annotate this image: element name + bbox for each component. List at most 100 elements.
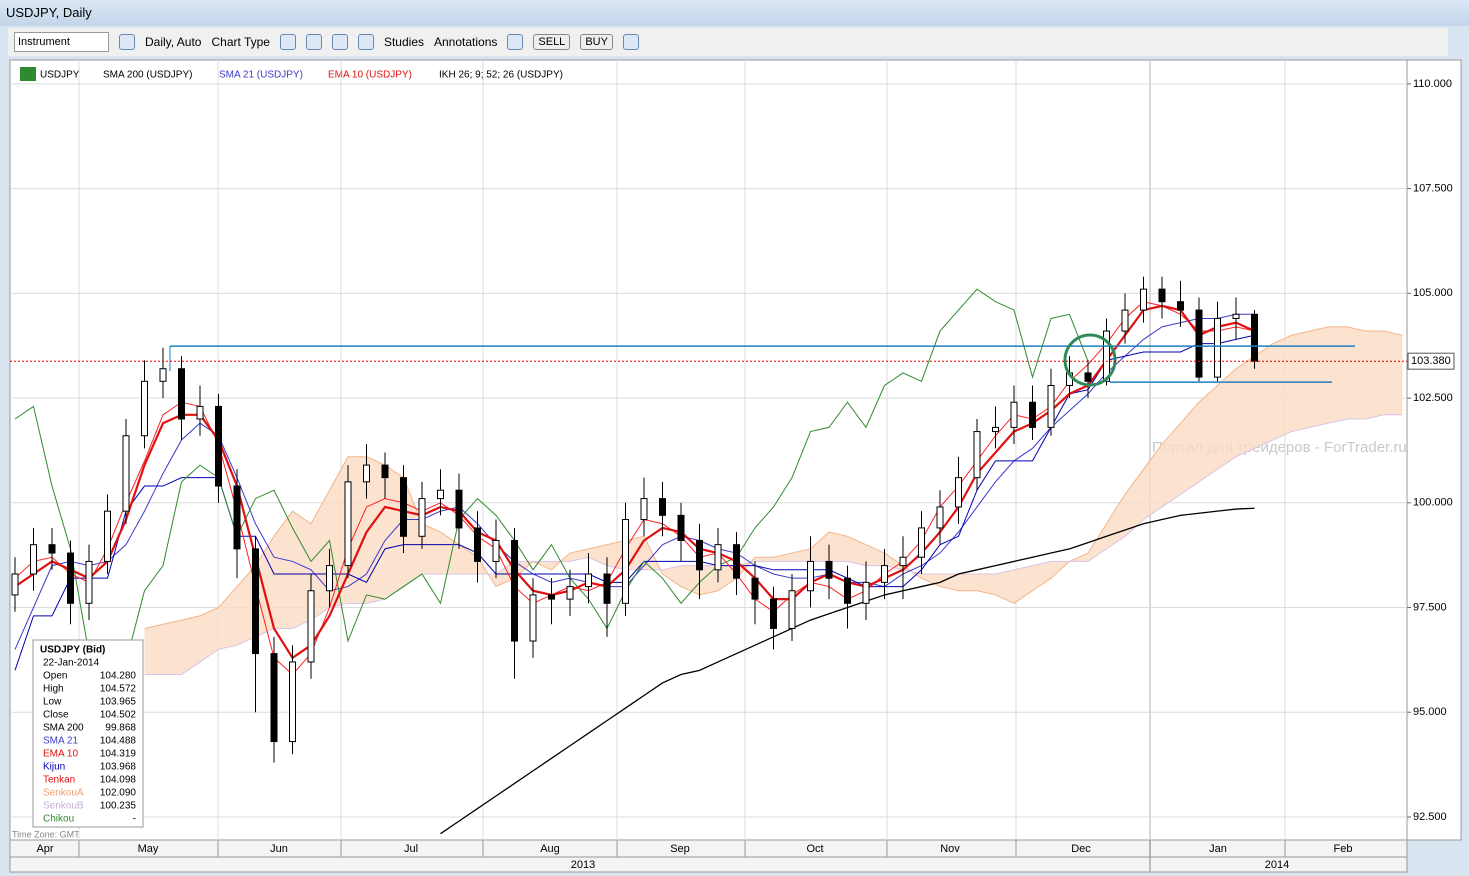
candle-body: [844, 577, 851, 604]
candle-body: [566, 586, 574, 600]
candle-body: [714, 544, 722, 571]
candle-body: [307, 590, 315, 663]
icon[interactable]: [119, 34, 135, 50]
candle-body: [899, 556, 907, 567]
candle-body: [807, 560, 814, 592]
info-label: Close: [43, 710, 69, 721]
candle-body: [585, 573, 592, 588]
candle-body: [474, 527, 481, 562]
info-label: High: [43, 684, 64, 695]
candle-body: [955, 477, 962, 508]
candle-body: [936, 506, 944, 529]
info-value: 104.280: [100, 671, 137, 682]
candle-body: [233, 485, 241, 550]
candle-body: [918, 527, 925, 558]
sell-button[interactable]: SELL: [533, 34, 571, 50]
candle-body: [437, 489, 444, 500]
month-label: Apr: [36, 843, 53, 855]
candle-body: [788, 590, 796, 629]
y-tick-label: 97.500: [1413, 601, 1447, 613]
candle-body: [326, 565, 333, 592]
info-box-bg: [32, 639, 144, 828]
info-label: SMA 200: [43, 723, 84, 734]
indicator-line: [144, 326, 1403, 629]
info-label: Open: [43, 671, 67, 682]
window-title: USDJPY, Daily: [0, 0, 1469, 26]
y-tick-label: 107.500: [1413, 183, 1453, 195]
candle-body: [751, 577, 759, 600]
timezone: Time Zone: GMT: [12, 829, 80, 839]
candle-body: [85, 560, 93, 604]
last-price-label: 103.380: [1411, 355, 1451, 367]
candle-body: [48, 544, 56, 554]
info-label: EMA 10: [43, 749, 78, 760]
candle-body: [696, 539, 703, 571]
info-label: SenkouB: [43, 801, 84, 812]
info-label: Low: [43, 697, 62, 708]
candle-body: [973, 431, 981, 479]
candle-body: [344, 481, 352, 567]
candle-body: [141, 380, 148, 437]
month-label: Nov: [940, 843, 960, 855]
toolbar: Instrument Daily, Auto Chart Type Studie…: [8, 28, 1448, 56]
icon[interactable]: [507, 34, 524, 50]
fx-icon: [20, 67, 36, 81]
legend: USDJPY SMA 200 (USDJPY) SMA 21 (USDJPY) EMA…: [20, 67, 563, 81]
info-value: 104.098: [100, 775, 137, 786]
month-label: Aug: [540, 843, 560, 855]
info-value: 104.488: [100, 736, 137, 747]
candle-body: [30, 544, 37, 575]
candle-body: [492, 539, 500, 562]
legend-entry: IKH 26; 9; 52; 26 (USDJPY): [439, 70, 563, 81]
candle-body: [1251, 313, 1258, 362]
candle-body: [1232, 313, 1240, 319]
legend-entry: USDJPY: [40, 70, 80, 81]
settings[interactable]: [622, 34, 639, 50]
month-label: May: [138, 843, 159, 855]
candle-body: [178, 368, 185, 420]
month-label: Dec: [1071, 843, 1091, 855]
info-value: -: [133, 814, 136, 825]
candle-body: [881, 565, 888, 583]
info-value: 102.090: [100, 788, 137, 799]
candle-body: [1103, 330, 1110, 382]
info-value: 104.502: [100, 710, 137, 721]
info-label: Kijun: [43, 762, 65, 773]
info-label: Tenkan: [43, 775, 75, 786]
candle-body: [622, 519, 629, 604]
candle-body: [1084, 372, 1092, 382]
candle-body: [640, 498, 648, 521]
zoom-in[interactable]: [279, 34, 296, 50]
period-menu[interactable]: Daily, Auto: [145, 35, 202, 49]
annotations-menu[interactable]: Annotations: [434, 35, 498, 49]
year-label: 2013: [571, 859, 595, 871]
studies-menu[interactable]: Studies: [383, 35, 424, 49]
y-tick-label: 110.000: [1413, 78, 1452, 90]
candle-body: [1177, 301, 1184, 311]
candle-body: [67, 552, 74, 604]
candle-body: [122, 435, 130, 512]
info-value: 103.968: [100, 762, 137, 773]
candle-body: [511, 539, 518, 642]
refresh[interactable]: [357, 34, 374, 50]
y-tick-label: 105.000: [1413, 287, 1453, 299]
month-label: Jul: [404, 843, 418, 855]
y-tick-label: 100.000: [1413, 497, 1453, 509]
plot: [11, 276, 1403, 835]
candle-body: [659, 498, 666, 516]
zoom-out[interactable]: [305, 34, 322, 50]
chart-type-menu[interactable]: Chart Type: [211, 35, 270, 49]
instrument-input[interactable]: Instrument: [14, 32, 109, 52]
y-tick-label: 92.500: [1413, 811, 1447, 823]
candle-body: [677, 514, 685, 541]
info-label: SenkouA: [43, 788, 84, 799]
candle-body: [548, 594, 555, 600]
candle-body: [11, 573, 19, 596]
info-box: USDJPY (Bid) 22-Jan-2014 Open 104.280 High 10…: [32, 639, 144, 828]
highlight-circle: [1063, 333, 1117, 387]
fit[interactable]: [331, 34, 348, 50]
buy-button[interactable]: BUY: [580, 34, 613, 50]
candle-body: [1195, 309, 1203, 378]
time-axis: [9, 839, 1408, 873]
